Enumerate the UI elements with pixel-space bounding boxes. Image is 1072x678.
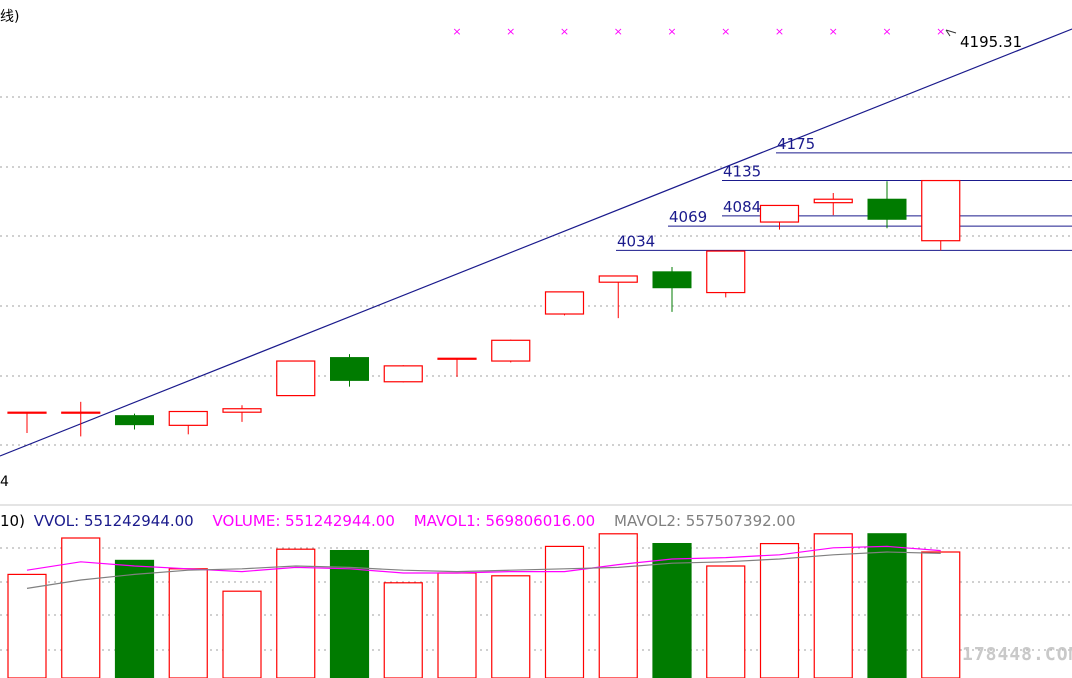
candle-body-17 xyxy=(921,179,961,242)
candle-body-12 xyxy=(652,271,692,289)
title-fragment: 线) xyxy=(0,9,20,25)
volume-bar-5 xyxy=(276,548,316,678)
signal-marker-4: × xyxy=(667,25,676,38)
signal-marker-3: × xyxy=(614,25,623,38)
signal-marker-1: × xyxy=(506,25,515,38)
mavol1-line xyxy=(26,545,941,574)
volume-header: 10) VVOL: 551242944.00 VOLUME: 551242944… xyxy=(0,512,810,530)
candle-body-13 xyxy=(706,250,746,294)
candle-body-2 xyxy=(115,415,154,426)
volume-bar-9 xyxy=(491,575,531,678)
volume-bar-11 xyxy=(598,533,638,678)
volume-bar-15 xyxy=(813,533,853,678)
signal-marker-6: × xyxy=(775,25,784,38)
candle-body-10 xyxy=(544,291,585,315)
trendline xyxy=(0,28,1072,457)
volume-bar-8 xyxy=(437,572,477,678)
volume-bar-17 xyxy=(921,551,961,678)
signal-marker-2: × xyxy=(560,25,569,38)
volume-bar-14 xyxy=(759,542,800,678)
candle-body-4 xyxy=(222,408,262,413)
candlesticks xyxy=(7,179,961,437)
volume-moving-averages xyxy=(26,545,941,589)
grid-lines xyxy=(0,96,1072,651)
volume-bar-4 xyxy=(222,590,262,678)
candle-body-1 xyxy=(61,411,101,414)
level-label-4034: 4034 xyxy=(617,232,655,250)
candle-body-14 xyxy=(759,204,800,223)
mavol2-readout: MAVOL2: 557507392.00 xyxy=(614,512,796,530)
candle-body-15 xyxy=(813,198,853,204)
level-label-4135: 4135 xyxy=(723,163,761,181)
last-value-label: 4195.31 xyxy=(960,33,1022,51)
level-label-4175: 4175 xyxy=(777,135,815,153)
candle-body-0 xyxy=(7,411,47,414)
last-value-arrow xyxy=(945,29,957,37)
signal-marker-7: × xyxy=(829,25,838,38)
mavol1-readout: MAVOL1: 569806016.00 xyxy=(413,512,596,530)
level-label-4069: 4069 xyxy=(669,208,707,226)
volume-bar-1 xyxy=(61,537,101,678)
volume-bar-10 xyxy=(544,545,585,678)
trendline-path xyxy=(0,28,1072,457)
candle-body-11 xyxy=(598,275,638,283)
volume-bar-6 xyxy=(329,549,370,678)
volume-bar-0 xyxy=(7,573,47,678)
signal-marker-8: × xyxy=(882,25,891,38)
candle-body-8 xyxy=(437,357,477,360)
candle-body-7 xyxy=(383,365,423,383)
volume-readout: VOLUME: 551242944.00 xyxy=(212,512,395,530)
signal-marker-0: × xyxy=(452,25,461,38)
volume-bar-7 xyxy=(383,582,423,678)
candle-body-6 xyxy=(330,357,369,381)
volume-header-prefix: 10) xyxy=(0,512,25,530)
volume-bar-13 xyxy=(706,565,746,678)
volume-bar-2 xyxy=(114,559,155,678)
mavol2-line xyxy=(26,551,941,589)
vvol-readout: VVOL: 551242944.00 xyxy=(33,512,194,530)
signal-marker-5: × xyxy=(721,25,730,38)
level-label-4084: 4084 xyxy=(723,198,761,216)
watermark: 178448.COM xyxy=(962,644,1072,665)
candle-body-16 xyxy=(867,198,907,220)
candle-body-9 xyxy=(491,339,531,362)
signal-markers: × × × × × × × × × × xyxy=(452,25,945,38)
volume-bar-3 xyxy=(168,568,208,678)
signal-marker-9: × xyxy=(936,25,945,38)
candle-body-3 xyxy=(168,410,208,426)
candle-body-5 xyxy=(276,360,316,397)
axis-fragment: 4 xyxy=(0,474,9,490)
volume-bar-12 xyxy=(652,542,692,678)
volume-bars xyxy=(7,533,961,678)
level-labels: 4034 4069 4084 4135 4175 4195.31 xyxy=(617,29,1022,250)
volume-bar-16 xyxy=(867,533,907,678)
